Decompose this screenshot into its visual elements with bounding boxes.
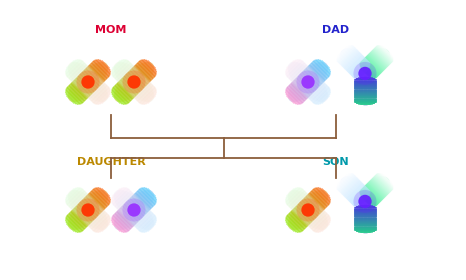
Point: [130, 80, 138, 84]
Text: DAUGHTER: DAUGHTER: [76, 157, 145, 167]
Point: [130, 208, 138, 212]
Point: [361, 199, 369, 204]
Point: [304, 208, 312, 212]
Point: [84, 80, 92, 84]
Point: [304, 208, 312, 212]
Point: [130, 208, 138, 212]
Point: [304, 80, 312, 84]
Point: [304, 80, 312, 84]
Point: [361, 71, 369, 76]
Point: [361, 199, 369, 204]
Point: [84, 80, 92, 84]
Point: [84, 208, 92, 212]
Point: [361, 71, 369, 76]
Point: [130, 80, 138, 84]
Text: DAD: DAD: [322, 25, 350, 35]
Text: SON: SON: [322, 157, 350, 167]
Point: [84, 208, 92, 212]
Text: MOM: MOM: [96, 25, 127, 35]
